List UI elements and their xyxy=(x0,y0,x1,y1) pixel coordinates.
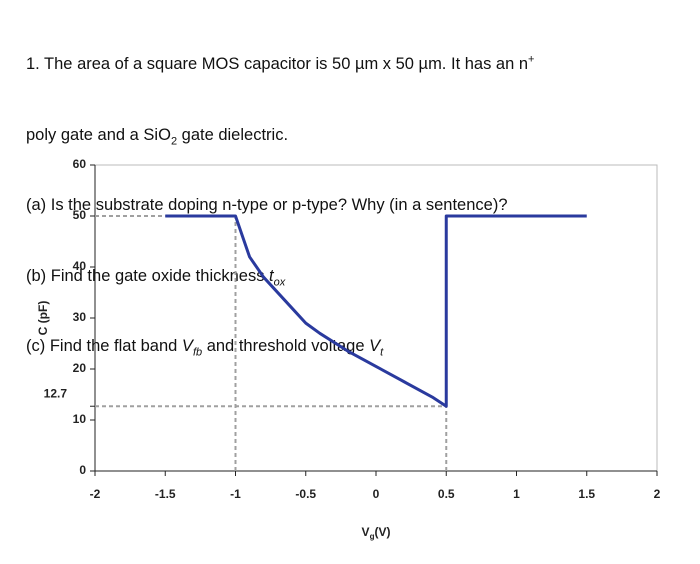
x-tick-label: 2 xyxy=(654,487,661,501)
x-axis-label: Vg(V) xyxy=(362,525,391,541)
text: poly gate and a SiO xyxy=(26,125,171,144)
question-line: (a) Is the substrate doping n-type or p-… xyxy=(26,194,534,218)
y-axis-label: C (pF) xyxy=(36,301,50,336)
text: (V) xyxy=(374,525,390,539)
superscript: + xyxy=(528,53,535,66)
subscript: 2 xyxy=(170,134,178,147)
y-tick-label: 20 xyxy=(73,361,87,375)
x-tick-label: -2 xyxy=(90,487,101,501)
x-tick-label: 1 xyxy=(513,487,520,501)
y-tick-label: 60 xyxy=(73,157,87,171)
question-line: (b) Find the gate oxide thickness tox xyxy=(26,265,534,289)
text: 1. The area of a square MOS capacitor is… xyxy=(26,55,529,73)
question: 1. The area of a square MOS capacitor is… xyxy=(26,6,534,382)
y-tick-label: 10 xyxy=(73,412,87,426)
line xyxy=(165,214,587,408)
x-tick-label: 1.5 xyxy=(578,487,595,501)
question-line: poly gate and a SiO2 gate dielectric. xyxy=(26,124,534,148)
text: (b) Find the gate oxide thickness xyxy=(26,266,270,285)
y-tick-label: 0 xyxy=(79,463,86,477)
y-tick-label: 30 xyxy=(73,310,87,324)
subscript: fb xyxy=(192,346,203,359)
x-tick-label: 0 xyxy=(373,487,380,501)
x-tick-label: 0.5 xyxy=(438,487,455,501)
text: (a) Is the substrate doping n-type or p-… xyxy=(26,196,508,214)
question-line: 1. The area of a square MOS capacitor is… xyxy=(26,53,534,77)
subscript: t xyxy=(380,346,384,359)
x-tick-label: -1.5 xyxy=(155,487,176,501)
text: (c) Find the flat band xyxy=(26,337,182,355)
y-tick-label: 12.7 xyxy=(44,386,68,400)
question-line: (c) Find the flat band Vfb and threshold… xyxy=(26,335,534,359)
subscript: ox xyxy=(273,275,286,288)
y-tick-label: 40 xyxy=(73,259,87,273)
subscript: g xyxy=(370,532,375,541)
plot-frame xyxy=(94,164,658,472)
x-tick-label: -1 xyxy=(230,487,241,501)
text: V xyxy=(362,525,370,539)
symbol: V xyxy=(181,337,193,355)
y-tick-label: 50 xyxy=(73,208,87,222)
symbol: t xyxy=(269,266,274,285)
x-tick-label: -0.5 xyxy=(295,487,316,501)
symbol: V xyxy=(369,337,381,355)
text: and threshold voltage xyxy=(202,337,370,355)
text: gate dielectric. xyxy=(177,125,289,144)
